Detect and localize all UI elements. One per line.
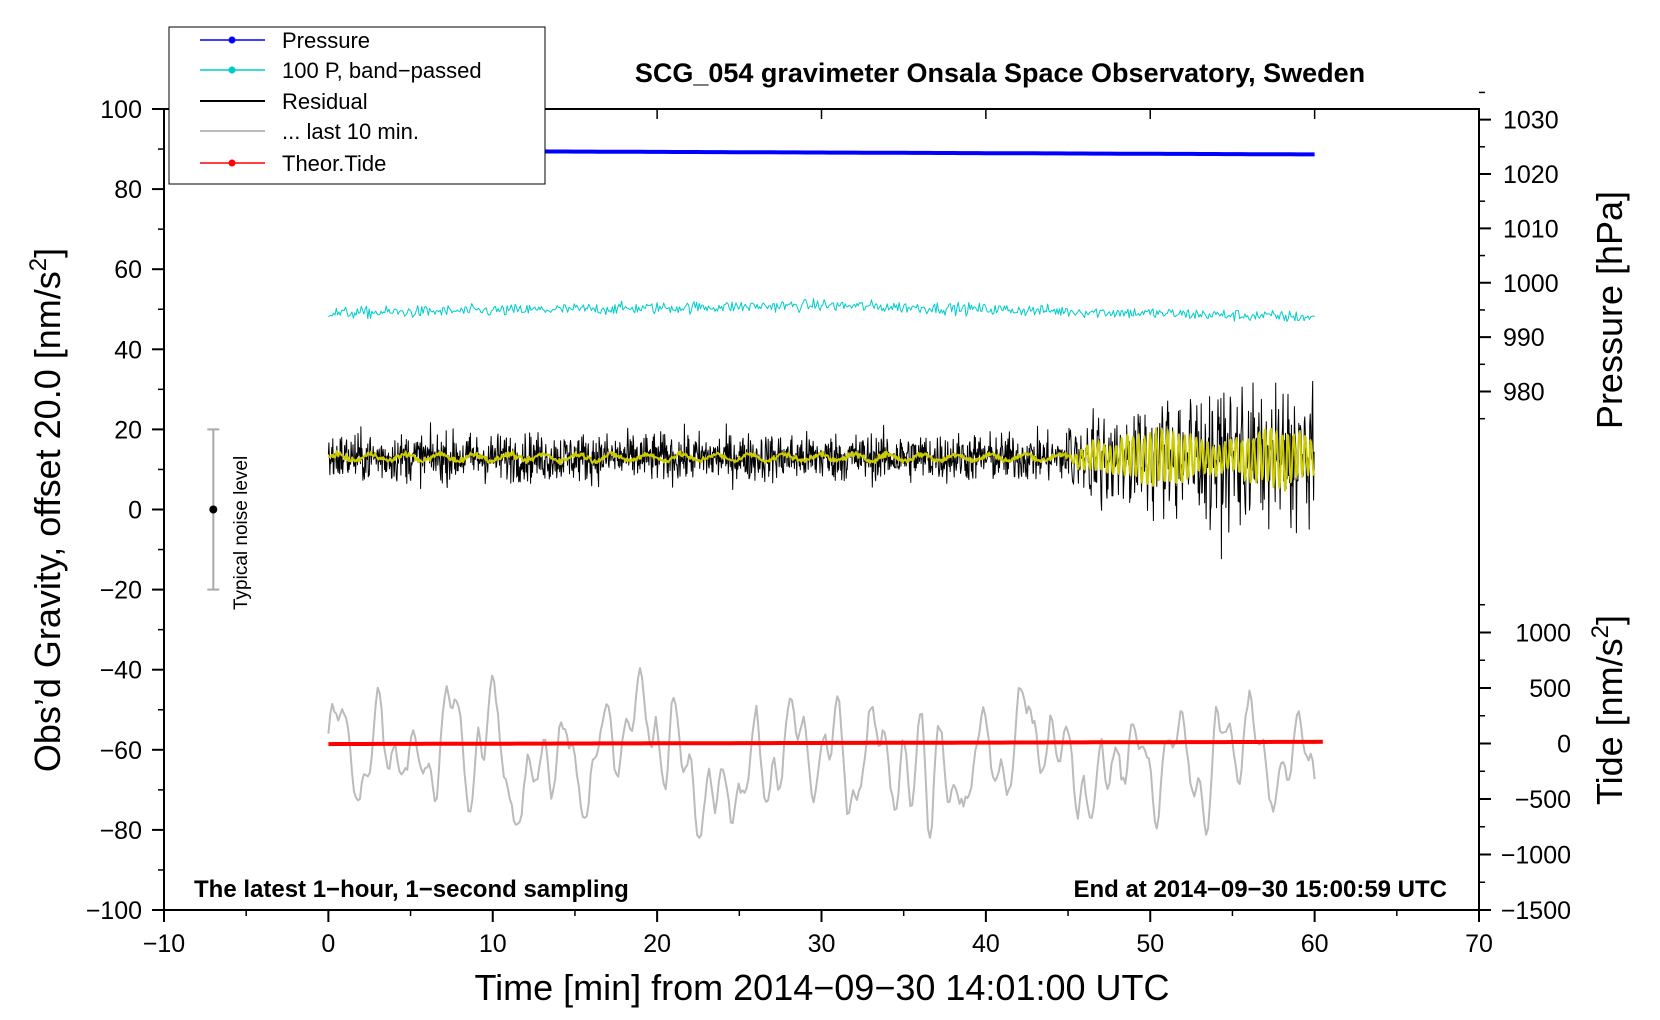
noise-level-indicator [207, 428, 220, 591]
y-tick-label-pressure-4: 990 [1503, 324, 1545, 352]
series-smoothed-line [327, 427, 1316, 492]
series-tide-line [328, 739, 1323, 747]
x-axis-label: Time [min] from 2014−09−30 14:01:00 UTC [474, 967, 1169, 1008]
annotation-sampling: The latest 1−hour, 1−second sampling [194, 876, 629, 903]
legend-label-tide: Theor.Tide [282, 151, 386, 176]
y-tick-label-left-4: 20 [114, 416, 142, 444]
series-bandpassed-line [328, 298, 1315, 322]
y-axis-label-left: Obs’d Gravity, offset 20.0 [nm/s2] [25, 248, 68, 772]
y-tick-label-left-5: 0 [128, 497, 142, 525]
y-tick-label-pressure-1: 1020 [1503, 161, 1559, 189]
y-tick-label-tide-3: −500 [1515, 786, 1571, 814]
x-tick-label-0: −10 [143, 930, 185, 958]
y-tick-label-pressure-3: 1000 [1503, 270, 1559, 298]
y-tick-label-pressure-5: 980 [1503, 379, 1545, 407]
y-tick-label-tide-0: 1000 [1515, 620, 1571, 648]
legend-label-bandpassed: 100 P, band−passed [282, 58, 482, 83]
y-tick-label-left-0: 100 [100, 96, 142, 124]
y-tick-label-tide-4: −1000 [1501, 842, 1571, 870]
x-tick-label-3: 20 [643, 930, 671, 958]
y-axis-label-tide: Tide [nm/s2] [1587, 615, 1630, 805]
legend-marker-tide [228, 159, 236, 167]
y-tick-label-left-8: −60 [100, 737, 142, 765]
y-axis-label-left-main: Obs’d Gravity, offset 20.0 [nm/s [27, 271, 68, 772]
x-tick-label-2: 10 [479, 930, 507, 958]
x-tick-label-8: 70 [1465, 930, 1493, 958]
annotation-end-time: End at 2014−09−30 15:00:59 UTC [1073, 876, 1447, 903]
y-tick-label-left-9: −80 [100, 817, 142, 845]
chart-title: SCG_054 gravimeter Onsala Space Observat… [635, 58, 1365, 88]
y-tick-label-left-2: 60 [114, 256, 142, 284]
legend-entry-residual: Residual [200, 89, 368, 114]
y-axis-label-left-close: ] [27, 248, 68, 258]
axes: −10 0 10 20 30 40 50 60 70100806040200−20−40−60−… [86, 91, 1571, 958]
legend-entry-pressure: Pressure [200, 28, 370, 53]
legend-entry-bandpassed: 100 P, band−passed [200, 58, 482, 83]
y-tick-label-left-10: −100 [86, 897, 142, 925]
legend: Pressure 100 P, band−passed Residual ...… [168, 26, 546, 185]
y-tick-label-left-7: −40 [100, 657, 142, 685]
x-tick-label-4: 30 [808, 930, 836, 958]
y-axis-label-pressure: Pressure [hPa] [1589, 191, 1630, 429]
y-tick-label-tide-5: −1500 [1501, 897, 1571, 925]
legend-box [168, 26, 546, 185]
legend-marker-pressure [228, 36, 236, 44]
y-axis-label-tide-sup: 2 [1587, 625, 1614, 638]
y-axis-label-tide-main: Tide [nm/s [1589, 638, 1630, 805]
legend-entry-tide: Theor.Tide [200, 151, 386, 176]
series-last10-line [327, 667, 1316, 839]
y-tick-label-pressure-2: 1010 [1503, 215, 1559, 243]
legend-label-last10: ... last 10 min. [282, 119, 419, 144]
legend-marker-bandpassed [228, 66, 236, 74]
x-tick-label-6: 50 [1136, 930, 1164, 958]
noise-bar-center [209, 505, 218, 514]
legend-label-residual: Residual [282, 89, 368, 114]
legend-entry-last10: ... last 10 min. [200, 119, 419, 144]
y-tick-label-tide-2: 0 [1557, 731, 1571, 759]
legend-label-pressure: Pressure [282, 28, 370, 53]
x-tick-label-7: 60 [1301, 930, 1329, 958]
y-axis-label-left-sup: 2 [25, 258, 52, 271]
x-tick-label-1: 0 [321, 930, 335, 958]
y-tick-label-left-1: 80 [114, 176, 142, 204]
y-tick-label-tide-1: 500 [1529, 675, 1571, 703]
y-tick-label-pressure-0: 1030 [1503, 107, 1559, 135]
y-axis-label-tide-close: ] [1589, 615, 1630, 625]
y-tick-label-left-3: 40 [114, 336, 142, 364]
series [327, 148, 1323, 839]
noise-level-label: Typical noise level [231, 456, 252, 610]
x-tick-label-5: 40 [972, 930, 1000, 958]
y-tick-label-left-6: −20 [100, 577, 142, 605]
